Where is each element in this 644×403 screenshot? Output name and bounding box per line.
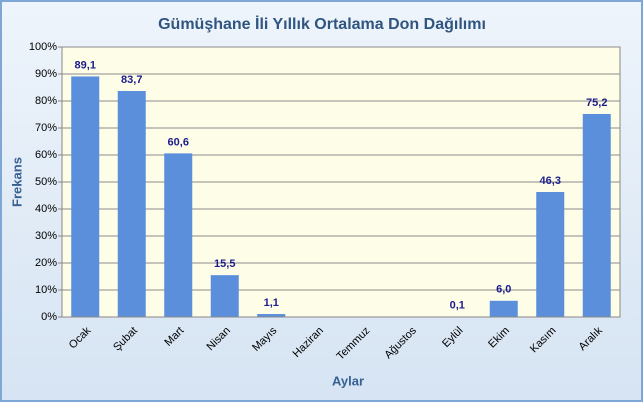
bar: [117, 91, 146, 317]
bar: [582, 113, 611, 318]
bar: [210, 275, 239, 317]
data-label: 1,1: [264, 297, 279, 309]
y-tick-label: 10%: [35, 284, 57, 296]
bar: [164, 153, 193, 317]
y-tick-label: 40%: [35, 203, 57, 215]
chart-title: Gümüşhane İli Yıllık Ortalama Don Dağılı…: [158, 15, 486, 33]
data-label: 89,1: [75, 59, 96, 71]
y-tick-label: 70%: [35, 122, 57, 134]
bar: [536, 191, 565, 317]
y-tick-label: 0%: [41, 311, 57, 323]
bar: [71, 76, 100, 318]
y-tick-label: 60%: [35, 149, 57, 161]
data-label: 46,3: [540, 175, 561, 187]
y-tick-label: 100%: [29, 41, 57, 53]
x-axis-title: Aylar: [332, 373, 364, 388]
data-label: 83,7: [121, 74, 142, 86]
data-label: 6,0: [496, 284, 511, 296]
y-tick-label: 80%: [35, 95, 57, 107]
data-label: 75,2: [586, 97, 607, 109]
y-tick-label: 50%: [35, 176, 57, 188]
bar: [489, 300, 518, 317]
y-tick-label: 90%: [35, 68, 57, 80]
bar: [257, 314, 286, 317]
y-tick-label: 30%: [35, 230, 57, 242]
y-axis-title: Frekans: [9, 157, 24, 207]
data-label: 60,6: [168, 136, 189, 148]
y-tick-label: 20%: [35, 257, 57, 269]
data-label: 15,5: [214, 258, 235, 270]
data-label: 0,1: [450, 300, 465, 312]
